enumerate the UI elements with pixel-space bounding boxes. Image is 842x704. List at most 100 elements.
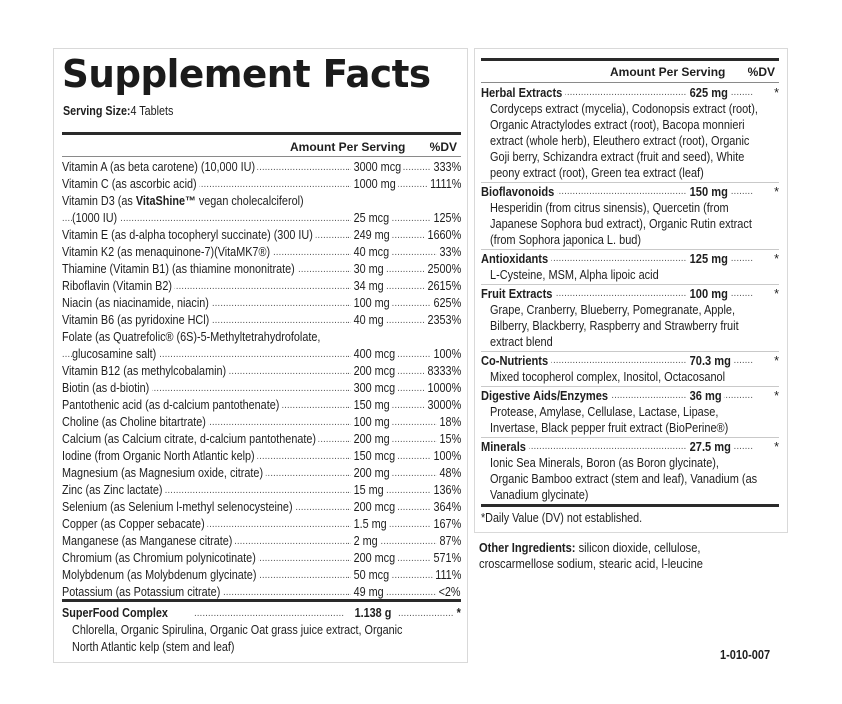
nutrient-dv: 2500% [424, 261, 461, 278]
leader-dots: ........................................… [348, 383, 461, 394]
leader-dots: ........................................… [348, 400, 461, 411]
leader-dots: ........................................… [348, 468, 461, 479]
nutrient-row-label: Folate (as Quatrefolic® (6S)-5-Methyltet… [62, 329, 461, 346]
nutrient-name: Chromium (as Chromium polynicotinate) [62, 550, 259, 567]
superfood-amount: 1.138 g [352, 605, 394, 622]
blend-desc-line: Bilberry, Blackberry, Raspberry and Stra… [490, 319, 739, 333]
leader-dots: ........................................… [348, 366, 461, 377]
blend-amount: 150 mg [687, 184, 731, 200]
leader-dots: ........................................… [62, 213, 348, 224]
blend-desc-line: extract blend [490, 335, 553, 349]
nutrient-row-label: Vitamin D3 (as VitaShine™ vegan cholecal… [62, 193, 461, 210]
divider [481, 437, 779, 438]
blend-desc-line: Organic Atractylodes extract (root), Bac… [490, 118, 745, 132]
nutrient-dv: 2615% [424, 278, 461, 295]
leader-dots: ........................................… [481, 288, 753, 299]
blend-dv: * [774, 185, 779, 199]
divider [481, 284, 779, 285]
superfood-row: SuperFood Complex ......................… [62, 605, 461, 622]
nutrient-row: ........................................… [62, 431, 461, 448]
nutrient-row: ........................................… [62, 295, 461, 312]
divider [62, 156, 461, 157]
leader-dots: ........................................… [348, 230, 461, 241]
leader-dots: ........................................… [348, 502, 461, 513]
leader-dots: ........................................… [348, 179, 461, 190]
nutrient-amount: 200 mcg [351, 499, 398, 516]
nutrient-name: Vitamin B6 (as pyridoxine HCl) [62, 312, 212, 329]
serving-size: Serving Size:4 Tablets [63, 104, 173, 119]
leader-dots: ........................................… [348, 587, 461, 598]
blend-desc-line: Cordyceps extract (mycelia), Codonopsis … [490, 102, 758, 116]
blend-desc-line: Hesperidin (from citrus sinensis), Querc… [490, 201, 729, 215]
divider [481, 386, 779, 387]
nutrient-row: ........................................… [62, 584, 461, 601]
blend-desc-line: Mixed tocopherol complex, Inositol, Octa… [490, 370, 726, 384]
blend-name: Co-Nutrients [481, 353, 552, 369]
nutrient-amount: 30 mg [351, 261, 387, 278]
nutrient-dv: 87% [436, 533, 461, 550]
leader-dots: ........................................… [348, 570, 461, 581]
leader-dots: ........................................… [62, 349, 348, 360]
blend-desc-line: Goji berry, Schizandra extract (fruit an… [490, 150, 745, 164]
blend-row: ........................................… [481, 286, 779, 302]
nutrient-dv: 8333% [424, 363, 461, 380]
nutrient-dv: 100% [430, 448, 461, 465]
divider [62, 132, 461, 135]
nutrient-name: Niacin (as niacinamide, niacin) [62, 295, 212, 312]
nutrient-amount: 150 mcg [351, 448, 398, 465]
nutrient-amount: 49 mg [351, 584, 387, 601]
blend-desc-line: Ionic Sea Minerals, Boron (as Boron glyc… [490, 456, 719, 470]
leader-dots: ........................................… [194, 608, 344, 619]
nutrient-row: ........................................… [62, 499, 461, 516]
column-header-amount: Amount Per Serving [290, 140, 406, 154]
leader-dots: ........................................… [62, 485, 348, 496]
leader-dots: ........................................… [481, 253, 753, 264]
nutrient-amount: 50 mcg [351, 567, 392, 584]
other-ingredients: Other Ingredients: silicon dioxide, cell… [479, 540, 703, 572]
nutrient-name: Manganese (as Manganese citrate) [62, 533, 235, 550]
nutrient-dv: 625% [430, 295, 461, 312]
blend-row: ........................................… [481, 439, 779, 455]
nutrient-dv: 3000% [424, 397, 461, 414]
divider [481, 82, 779, 83]
nutrient-dv: 2353% [424, 312, 461, 329]
nutrient-dv: 18% [436, 414, 461, 431]
nutrient-dv: 1660% [424, 227, 461, 244]
leader-dots: ........................................… [348, 213, 461, 224]
blend-row: ........................................… [481, 184, 779, 200]
blend-desc-line: Invertase, Black pepper fruit extract (B… [490, 421, 729, 435]
nutrient-dv: 48% [436, 465, 461, 482]
supplement-facts-panel-continued: Amount Per Serving %DV .................… [474, 48, 788, 533]
nutrient-amount: 34 mg [351, 278, 387, 295]
nutrient-amount: 15 mg [351, 482, 387, 499]
nutrient-amount: 200 mcg [351, 550, 398, 567]
nutrient-amount: 300 mcg [351, 380, 398, 397]
other-ingredients-label: Other Ingredients: [479, 540, 576, 555]
nutrient-name: Selenium (as Selenium l-methyl selenocys… [62, 499, 296, 516]
nutrient-name: Calcium (as Calcium citrate, d-calcium p… [62, 431, 319, 448]
nutrient-name: glucosamine salt) [72, 346, 159, 363]
blend-name: Bioflavonoids [481, 184, 558, 200]
divider [481, 351, 779, 352]
nutrient-row: ........................................… [62, 550, 461, 567]
blend-name: Antioxidants [481, 251, 552, 267]
divider [481, 504, 779, 507]
nutrient-name: Vitamin C (as ascorbic acid) [62, 176, 200, 193]
leader-dots: ........................................… [481, 441, 753, 452]
blend-dv: * [774, 287, 779, 301]
nutrient-name: Vitamin K2 (as menaquinone-7)(VitaMK7®) [62, 244, 273, 261]
product-code: 1-010-007 [720, 648, 771, 662]
column-header-dv: %DV [429, 140, 457, 154]
nutrient-amount: 25 mcg [351, 210, 392, 227]
daily-value-footnote: *Daily Value (DV) not established. [481, 511, 643, 525]
column-header-amount: Amount Per Serving [610, 65, 726, 79]
nutrient-dv: 100% [430, 346, 461, 363]
nutrient-row: ........................................… [62, 363, 461, 380]
nutrient-amount: 200 mg [351, 465, 393, 482]
nutrient-amount: 100 mg [351, 414, 393, 431]
nutrient-amount: 200 mg [351, 431, 393, 448]
leader-dots: ........................................… [62, 179, 348, 190]
nutrient-name: Vitamin A (as beta carotene) (10,000 IU) [62, 159, 258, 176]
nutrient-row: ........................................… [62, 244, 461, 261]
nutrient-row: ........................................… [62, 312, 461, 329]
